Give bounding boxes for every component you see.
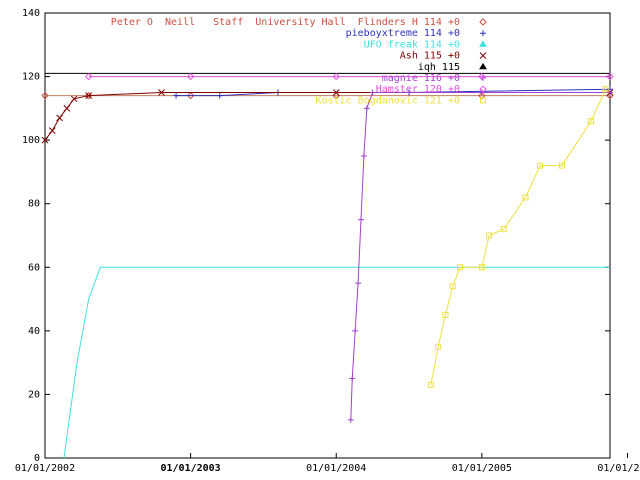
legend-label: pieboyxtreme 114 +0 xyxy=(346,28,460,39)
point xyxy=(442,311,449,318)
legend-marker xyxy=(479,85,487,93)
legend-marker xyxy=(480,97,486,104)
y-tick-label: 120 xyxy=(22,72,40,83)
point xyxy=(355,280,362,287)
point xyxy=(63,105,71,112)
legend-label: Ash 115 +0 xyxy=(400,51,460,62)
y-tick-label: 0 xyxy=(34,453,40,464)
legend-marker xyxy=(479,52,487,59)
legend-label: Peter O Neill Staff University Hall Flin… xyxy=(111,17,460,28)
point xyxy=(478,264,485,271)
legend-label: Kostic Bogdanovic 121 +0 xyxy=(316,95,461,106)
legend-label: UFO freak 114 +0 xyxy=(364,39,460,50)
point xyxy=(41,136,49,144)
legend-marker xyxy=(479,18,487,26)
point xyxy=(369,89,376,96)
point xyxy=(478,91,486,100)
y-tick-label: 40 xyxy=(28,326,40,337)
legend-marker xyxy=(479,40,487,47)
point xyxy=(85,92,93,99)
y-tick-label: 20 xyxy=(28,389,40,400)
y-tick-label: 140 xyxy=(22,8,40,19)
x-tick-label: 01/01/2005 xyxy=(452,463,512,474)
point xyxy=(347,416,354,423)
point xyxy=(363,105,370,112)
legend-label: iqh 115 xyxy=(418,62,460,73)
point xyxy=(457,264,464,271)
point xyxy=(602,86,609,93)
point xyxy=(588,118,595,125)
point xyxy=(84,91,93,100)
point xyxy=(158,89,165,96)
legend-label: magnie 116 +0 xyxy=(382,73,460,84)
point xyxy=(500,226,507,233)
point xyxy=(70,95,78,103)
point xyxy=(360,153,367,160)
point xyxy=(41,91,49,100)
series-line xyxy=(430,89,607,385)
point xyxy=(537,162,544,169)
x-tick-label: 01/01/2006 xyxy=(597,463,640,474)
x-tick-label: 01/01/2002 xyxy=(15,463,75,474)
point xyxy=(332,72,340,81)
point xyxy=(558,162,565,169)
point xyxy=(352,327,359,334)
point xyxy=(449,283,456,290)
plot-border xyxy=(44,12,611,459)
point xyxy=(332,89,340,96)
point xyxy=(48,127,56,134)
point xyxy=(478,72,486,81)
x-tick-label: 01/01/2004 xyxy=(306,463,366,474)
legend-label: Hamster 120 +0 xyxy=(376,84,460,95)
y-tick-label: 60 xyxy=(28,262,40,273)
point xyxy=(186,72,195,81)
point xyxy=(427,381,434,388)
point xyxy=(606,72,614,81)
point xyxy=(435,343,442,350)
point xyxy=(486,232,493,239)
y-tick-label: 100 xyxy=(22,135,40,146)
legend-marker xyxy=(480,30,486,37)
y-tick-label: 80 xyxy=(28,199,40,210)
point xyxy=(357,216,364,223)
x-tick-label: 01/01/2003 xyxy=(161,463,221,474)
point xyxy=(56,114,63,122)
point xyxy=(84,72,93,81)
point xyxy=(173,92,180,99)
point xyxy=(186,91,195,100)
legend-marker xyxy=(479,62,487,70)
point xyxy=(349,375,356,382)
series-line xyxy=(350,91,610,420)
point xyxy=(216,92,223,99)
series-line xyxy=(63,266,610,459)
point xyxy=(607,89,613,96)
point xyxy=(522,194,529,201)
